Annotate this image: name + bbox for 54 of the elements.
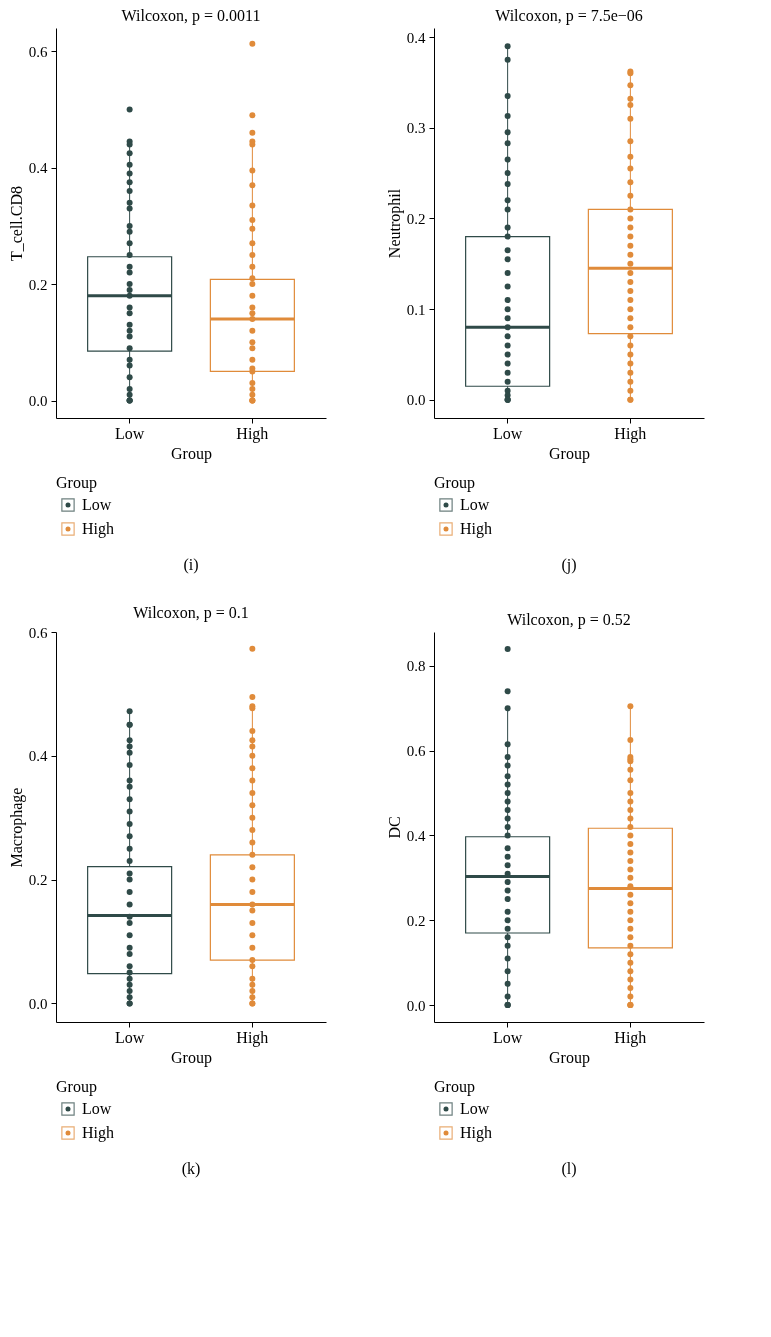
x-tick-label: Low	[114, 424, 145, 442]
text: (i)	[183, 556, 199, 574]
legend-label: High	[82, 1124, 114, 1142]
x-tick-label: Low	[114, 1028, 145, 1046]
legend-label: Low	[460, 1100, 490, 1117]
text: (k)	[181, 1160, 201, 1178]
x-axis-title: Group	[549, 1048, 590, 1067]
chart-title: Wilcoxon, p = 7.5e−06	[495, 7, 643, 25]
legend-title: Group	[56, 474, 97, 492]
y-axis-title: T_cell.CD8	[7, 185, 25, 262]
y-tick-label: 0.2	[28, 276, 48, 293]
x-axis-title: Group	[171, 444, 212, 463]
y-tick-label: 0.4	[28, 748, 48, 765]
y-tick-label: 0.0	[406, 392, 426, 409]
x-tick-label: High	[236, 424, 269, 443]
chart-title: Wilcoxon, p = 0.1	[133, 604, 249, 622]
text: (j)	[561, 556, 577, 574]
x-tick-label: High	[614, 424, 647, 443]
x-tick-label: Low	[492, 424, 523, 442]
y-tick-label: 0.1	[406, 301, 426, 318]
y-tick-label: 0.4	[406, 29, 426, 46]
x-axis-title: Group	[171, 1048, 212, 1067]
y-tick-label: 0.8	[406, 658, 426, 675]
text: (l)	[561, 1160, 577, 1178]
legend-label: Low	[460, 496, 490, 513]
y-tick-label: 0.2	[28, 872, 48, 889]
legend-label: High	[460, 1124, 492, 1142]
y-axis-title: DC	[385, 816, 403, 839]
y-tick-label: 0.0	[406, 997, 426, 1014]
y-tick-label: 0.3	[406, 120, 426, 137]
x-axis-title: Group	[549, 444, 590, 463]
y-tick-label: 0.4	[28, 160, 48, 177]
y-tick-label: 0.2	[406, 210, 426, 227]
y-tick-label: 0.0	[28, 393, 48, 410]
y-tick-label: 0.6	[28, 624, 48, 641]
legend-title: Group	[434, 474, 475, 492]
y-tick-label: 0.2	[406, 912, 426, 929]
legend-label: High	[82, 520, 114, 538]
y-axis-title: Macrophage	[7, 787, 26, 868]
x-tick-label: High	[614, 1028, 647, 1047]
x-tick-label: Low	[492, 1028, 523, 1046]
y-tick-label: 0.6	[406, 743, 426, 760]
y-tick-label: 0.0	[28, 995, 48, 1012]
legend-title: Group	[434, 1078, 475, 1096]
legend-title: Group	[56, 1078, 97, 1096]
x-tick-label: High	[236, 1028, 269, 1047]
y-tick-label: 0.4	[406, 827, 426, 844]
legend-label: High	[460, 520, 492, 538]
chart-title: Wilcoxon, p = 0.0011	[121, 7, 261, 25]
y-tick-label: 0.6	[28, 43, 48, 60]
chart-title: Wilcoxon, p = 0.52	[507, 611, 631, 629]
legend-label: Low	[82, 496, 112, 513]
y-axis-title: Neutrophil	[385, 188, 404, 259]
legend-label: Low	[82, 1100, 112, 1117]
